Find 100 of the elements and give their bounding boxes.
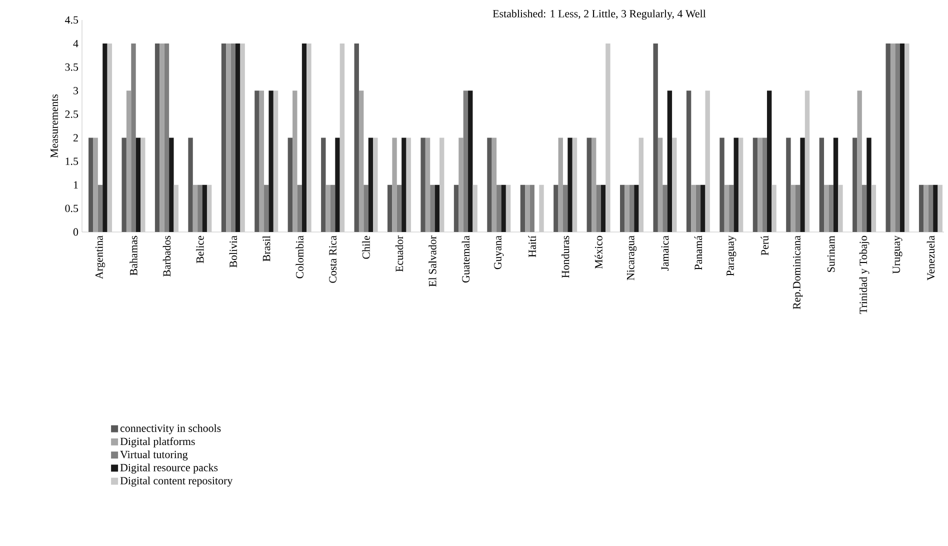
bar [819,138,824,232]
x-tick-label: México [594,236,602,269]
bar [918,184,924,232]
bar [828,184,834,232]
bar [240,44,245,232]
bar [98,184,103,232]
bar [454,184,459,232]
bar [354,44,359,232]
bar [696,184,701,232]
bar [620,184,625,232]
x-tick-label: Uruguay [892,236,902,274]
bar [562,184,568,232]
y-tick-label: 4.5 [65,16,78,24]
text: Established: 1 Less, 2 Little, 3 Regularly, 4 Well [492,10,706,20]
bar [440,138,444,232]
x-tick-label: Rep.Dominicana [793,236,803,310]
x-tick-label: Nicaragua [626,236,637,280]
legend-label: connectivity in schools [120,424,221,434]
bar [340,44,345,232]
bar [154,44,160,232]
bar [852,138,858,232]
y-tick-label: 2.5 [65,110,78,118]
bar [468,90,473,232]
bar [634,184,639,232]
bar [772,184,776,232]
bar [886,44,890,232]
bar [530,184,534,232]
x-tick-label: Perú [760,236,768,256]
bar [762,138,767,232]
x-tick-label: Paraguay [726,236,736,276]
bar [136,138,141,232]
x-tick-label: Chile [362,236,370,259]
bar [506,184,511,232]
x-tick-label: Guatemala [462,236,470,283]
bar [254,90,260,232]
bar [796,184,800,232]
bar [672,138,677,232]
x-tick-label: Jamaica [661,236,669,271]
bar [700,184,706,232]
bar [306,44,312,232]
bar [463,90,468,232]
bar [938,184,942,232]
bar [667,90,672,232]
bar [434,184,440,232]
x-tick-label: Honduras [561,236,570,278]
bar [928,184,934,232]
bar [662,184,668,232]
bar [396,184,402,232]
bar [230,44,236,232]
bar [862,184,867,232]
y-tick-label: 1 [74,181,78,189]
bar [766,90,772,232]
x-tick-label: Bahamas [130,236,138,276]
y-tick-label: 0 [73,228,78,236]
bar [131,44,136,232]
bar [520,184,526,232]
bar [297,184,302,232]
bar [496,184,502,232]
bar [472,184,478,232]
x-tick-label: Argentina [95,236,106,280]
bar [752,138,758,232]
bar [188,138,193,232]
bar [387,184,392,232]
bar [904,44,910,232]
x-tick-label: Haití [528,236,536,258]
bar [102,44,108,232]
x-tick-label: El Salvador [428,236,436,287]
bar [653,44,658,232]
x-tick-label: Barbados [162,236,171,277]
bar [900,44,905,232]
bar [705,90,710,232]
y-tick-label: 2 [73,134,78,142]
bar [321,138,326,232]
bar [686,90,692,232]
bar [402,138,406,232]
bar [88,138,94,232]
bar [335,138,340,232]
bar [206,184,212,232]
bar [866,138,872,232]
x-tick-label: Ecuador [395,236,404,272]
bar [487,138,492,232]
bar [734,138,738,232]
bar [268,90,274,232]
bar [288,138,293,232]
bar [107,44,112,232]
y-tick-label: 0.5 [65,204,78,212]
bar [572,138,578,232]
bar [373,138,378,232]
bar [302,44,307,232]
bar [198,184,202,232]
y-tick-label: 3 [74,86,78,94]
bar [420,138,426,232]
x-tick-label: Costa Rica [329,236,336,283]
bar [501,184,506,232]
bar [720,138,724,232]
bar [273,90,278,232]
bar [586,138,592,232]
bar [330,184,336,232]
bar [221,44,226,232]
x-tick-label: Venezuela [926,236,935,280]
